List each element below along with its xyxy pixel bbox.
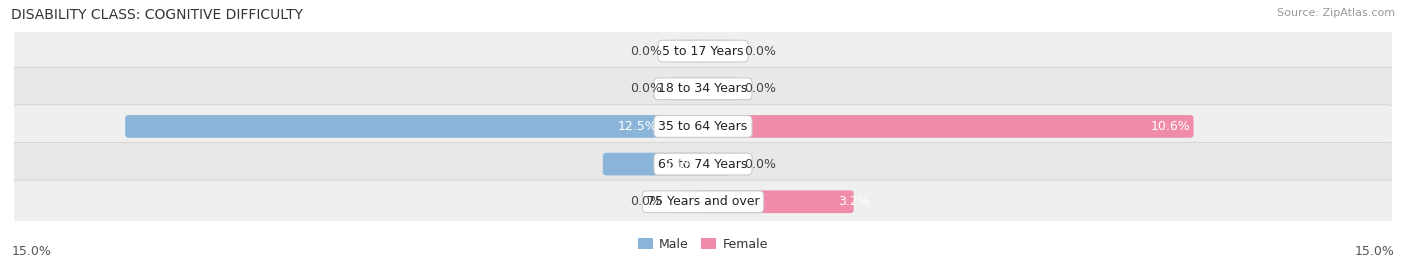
Text: 0.0%: 0.0% (630, 82, 662, 95)
Text: 15.0%: 15.0% (11, 245, 51, 258)
Text: 10.6%: 10.6% (1152, 120, 1191, 133)
FancyBboxPatch shape (125, 115, 707, 138)
FancyBboxPatch shape (699, 190, 853, 213)
Text: 0.0%: 0.0% (744, 45, 776, 58)
Text: DISABILITY CLASS: COGNITIVE DIFFICULTY: DISABILITY CLASS: COGNITIVE DIFFICULTY (11, 8, 304, 22)
Text: 65 to 74 Years: 65 to 74 Years (658, 158, 748, 171)
FancyBboxPatch shape (11, 67, 1395, 110)
Text: 75 Years and over: 75 Years and over (647, 195, 759, 208)
Text: 3.2%: 3.2% (838, 195, 870, 208)
FancyBboxPatch shape (603, 153, 707, 175)
FancyBboxPatch shape (11, 180, 1395, 223)
Text: 0.0%: 0.0% (744, 82, 776, 95)
FancyBboxPatch shape (11, 29, 1395, 73)
Text: 2.1%: 2.1% (664, 158, 696, 171)
Text: 5 to 17 Years: 5 to 17 Years (662, 45, 744, 58)
Text: Source: ZipAtlas.com: Source: ZipAtlas.com (1277, 8, 1395, 18)
FancyBboxPatch shape (11, 143, 1395, 186)
FancyBboxPatch shape (699, 40, 734, 62)
FancyBboxPatch shape (699, 153, 734, 175)
FancyBboxPatch shape (672, 40, 707, 62)
Text: 15.0%: 15.0% (1355, 245, 1395, 258)
Legend: Male, Female: Male, Female (633, 233, 773, 256)
FancyBboxPatch shape (672, 190, 707, 213)
Text: 0.0%: 0.0% (630, 45, 662, 58)
Text: 0.0%: 0.0% (744, 158, 776, 171)
FancyBboxPatch shape (699, 115, 1194, 138)
FancyBboxPatch shape (699, 77, 734, 100)
FancyBboxPatch shape (11, 105, 1395, 148)
Text: 18 to 34 Years: 18 to 34 Years (658, 82, 748, 95)
FancyBboxPatch shape (672, 77, 707, 100)
Text: 0.0%: 0.0% (630, 195, 662, 208)
Text: 12.5%: 12.5% (617, 120, 657, 133)
Text: 35 to 64 Years: 35 to 64 Years (658, 120, 748, 133)
